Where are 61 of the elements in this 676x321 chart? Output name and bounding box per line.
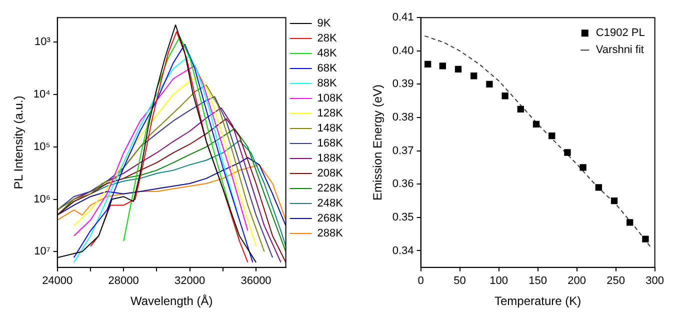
x-axis-title: Wavelength (Å) <box>130 294 213 308</box>
legend-label: 288K <box>317 228 344 240</box>
y-tick-label: 0.38 <box>392 112 414 124</box>
legend-label: 148K <box>317 122 344 135</box>
point <box>424 60 432 68</box>
y-tick-label: 0.37 <box>392 144 414 157</box>
point <box>532 120 540 128</box>
y-tick-label: 0.40 <box>392 44 414 57</box>
legend-label: 168K <box>317 138 344 150</box>
legend-label: 68K <box>317 62 338 75</box>
legend-label: 128K <box>317 108 344 120</box>
point <box>517 106 524 113</box>
point <box>548 132 556 140</box>
point <box>564 149 571 156</box>
x-axis-title: Temperature (K) <box>494 294 582 308</box>
legend-label: 88K <box>317 78 338 90</box>
y-tick-label: 0.34 <box>392 244 414 257</box>
legend-label: 228K <box>317 182 344 195</box>
point <box>454 66 462 73</box>
point <box>610 197 618 204</box>
legend-label: 9K <box>317 18 332 30</box>
y-tick-label: 0.39 <box>392 78 414 90</box>
x-tick-label: 24000 <box>42 275 73 288</box>
x-tick-label: 300 <box>646 275 664 288</box>
y-tick-label: 10⁵ <box>34 140 50 153</box>
y-tick-label: 0.41 <box>392 12 414 24</box>
x-tick-label: 50 <box>454 275 466 288</box>
y-tick-label: 10⁶ <box>34 193 50 206</box>
x-tick-label: 0 <box>418 275 424 288</box>
x-tick-label: 32000 <box>174 275 206 288</box>
y-tick-label: 10⁴ <box>33 88 51 101</box>
point <box>626 219 634 226</box>
legend-label: 248K <box>317 198 344 210</box>
y-tick-label: 0.35 <box>392 211 414 224</box>
y-tick-label: 10³ <box>34 36 51 48</box>
x-tick-label: 100 <box>490 275 508 288</box>
y-tick-label: 10⁷ <box>34 246 50 258</box>
y-axis-title: PL Intensity (a.u.) <box>12 96 26 190</box>
legend-label: 28K <box>317 32 338 45</box>
point <box>486 80 493 88</box>
x-tick-label: 200 <box>568 275 586 288</box>
legend-label: C1902 PL <box>596 27 645 40</box>
x-tick-label: 250 <box>606 275 625 288</box>
point <box>470 72 478 80</box>
legend-label: Varshni fit <box>596 44 644 56</box>
legend-label: 188K <box>317 152 344 165</box>
x-tick-label: 28000 <box>108 275 139 288</box>
point <box>642 236 649 242</box>
legend-label: 108K <box>317 92 344 105</box>
line-series <box>424 35 652 248</box>
point <box>595 184 602 191</box>
legend-label: 208K <box>317 168 344 180</box>
point <box>439 62 446 70</box>
y-tick-label: 0.36 <box>392 178 414 190</box>
point <box>580 164 586 171</box>
point <box>502 92 508 100</box>
x-tick-label: 150 <box>528 275 547 288</box>
x-tick-label: 36000 <box>240 275 272 288</box>
legend-label: 48K <box>317 48 338 60</box>
y-axis-title: Emission Energy (eV) <box>370 84 385 201</box>
legend-label: 268K <box>317 212 344 225</box>
